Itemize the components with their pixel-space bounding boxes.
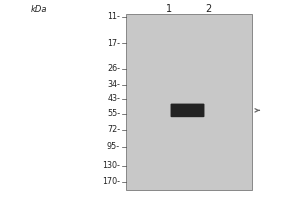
Text: 95-: 95- xyxy=(107,142,120,151)
Text: 17-: 17- xyxy=(107,39,120,48)
Text: 130-: 130- xyxy=(102,161,120,170)
Text: kDa: kDa xyxy=(31,4,47,14)
Text: 170-: 170- xyxy=(102,177,120,186)
Text: 26-: 26- xyxy=(107,64,120,73)
Text: 34-: 34- xyxy=(107,80,120,89)
Text: 11-: 11- xyxy=(107,12,120,21)
Text: 72-: 72- xyxy=(107,125,120,134)
Text: 1: 1 xyxy=(167,4,172,14)
Text: 55-: 55- xyxy=(107,109,120,118)
Text: 43-: 43- xyxy=(107,94,120,103)
Text: 2: 2 xyxy=(206,4,212,14)
